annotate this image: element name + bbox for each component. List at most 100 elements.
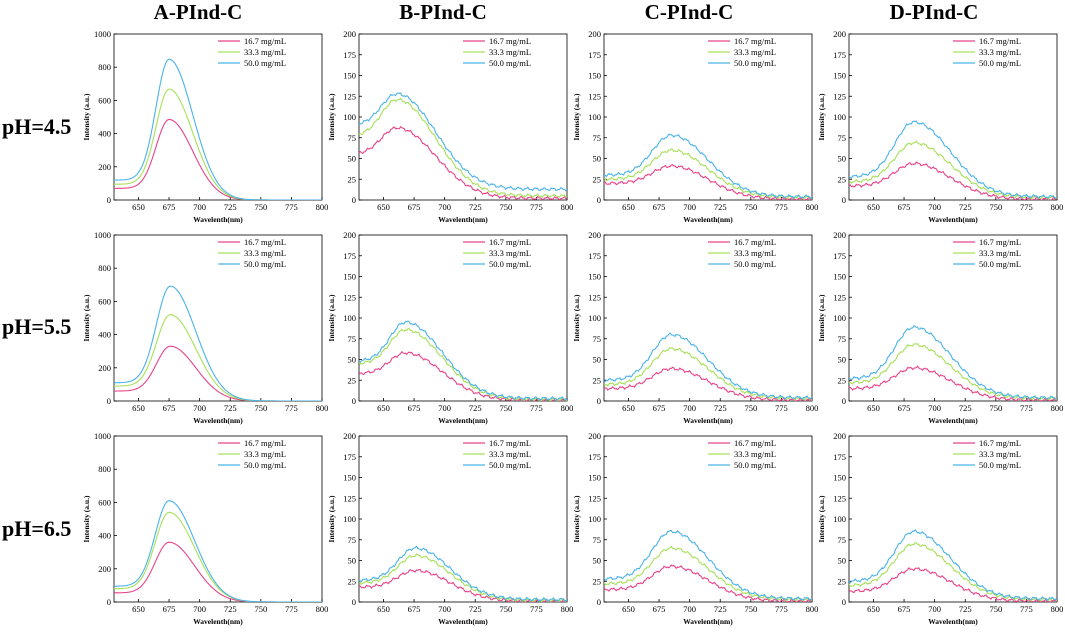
- y-tick-label: 200: [588, 431, 601, 441]
- legend-label-1: 16.7 mg/mL: [244, 36, 286, 46]
- panel-c-ph55: 0 25 50 75 100 125 150 175 200 650 675 700 725 750 775…: [572, 230, 818, 425]
- x-tick-label: 775: [530, 604, 543, 614]
- series-line-1: [849, 161, 1057, 200]
- series-line-3: [359, 92, 567, 192]
- legend-label-3: 50.0 mg/mL: [489, 58, 531, 68]
- y-tick-label: 125: [833, 91, 846, 101]
- x-tick-label: 725: [959, 202, 972, 212]
- y-tick-label: 50: [348, 556, 357, 566]
- x-tick-label: 725: [469, 403, 482, 413]
- panel-c-ph45: 0 25 50 75 100 125 150 175 200 650 675 700 725 750 775…: [572, 29, 818, 224]
- x-tick-label: 650: [622, 604, 635, 614]
- y-tick-label: 50: [838, 355, 847, 365]
- x-tick-label: 650: [377, 403, 390, 413]
- y-tick-label: 75: [593, 133, 602, 143]
- y-tick-label: 50: [838, 556, 847, 566]
- x-tick-label: 675: [408, 604, 421, 614]
- y-tick-label: 125: [833, 292, 846, 302]
- x-tick-label: 700: [683, 202, 696, 212]
- y-tick-label: 600: [98, 296, 111, 306]
- legend-label-2: 33.3 mg/mL: [734, 449, 776, 459]
- x-tick-label: 800: [561, 202, 574, 212]
- plot-frame: [113, 234, 323, 402]
- y-tick-label: 100: [833, 112, 846, 122]
- column-title-c: C-PInd-C: [645, 0, 734, 24]
- y-tick-label: 0: [352, 396, 356, 406]
- y-axis-label: Intensity (a.u.): [572, 294, 581, 341]
- series-line-2: [114, 511, 322, 602]
- series-line-2: [849, 541, 1057, 602]
- row-label-ph65: pH=6.5: [2, 516, 71, 541]
- y-axis-label: Intensity (a.u.): [817, 93, 826, 140]
- y-tick-label: 50: [348, 154, 357, 164]
- x-tick-label: 775: [1020, 202, 1033, 212]
- y-tick-label: 600: [98, 95, 111, 105]
- y-tick-label: 0: [107, 396, 111, 406]
- legend-label-3: 50.0 mg/mL: [489, 259, 531, 269]
- legend-label-2: 33.3 mg/mL: [244, 47, 286, 57]
- x-axis-label: Wavelenth(nm): [683, 215, 733, 224]
- x-axis-label: Wavelenth(nm): [193, 416, 243, 425]
- series-line-3: [849, 325, 1057, 400]
- y-tick-label: 150: [343, 71, 356, 81]
- y-tick-label: 0: [842, 597, 846, 607]
- panel-d-ph65: 0 25 50 75 100 125 150 175 200 650 675 700 725 750 775…: [817, 431, 1063, 626]
- y-tick-label: 75: [593, 334, 602, 344]
- series-line-3: [114, 500, 322, 602]
- series-line-2: [849, 342, 1057, 401]
- y-tick-label: 200: [98, 162, 111, 172]
- x-tick-label: 750: [744, 403, 757, 413]
- x-tick-label: 800: [561, 604, 574, 614]
- y-tick-label: 75: [593, 535, 602, 545]
- x-tick-label: 675: [163, 604, 176, 614]
- y-tick-label: 200: [833, 29, 846, 39]
- legend-label-1: 16.7 mg/mL: [244, 237, 286, 247]
- x-tick-label: 725: [714, 202, 727, 212]
- legend-label-1: 16.7 mg/mL: [734, 237, 776, 247]
- x-axis-label: Wavelenth(nm): [438, 416, 488, 425]
- y-tick-label: 25: [348, 174, 357, 184]
- legend-label-1: 16.7 mg/mL: [734, 36, 776, 46]
- x-tick-label: 675: [898, 604, 911, 614]
- y-tick-label: 200: [98, 363, 111, 373]
- x-tick-label: 725: [224, 604, 237, 614]
- plot-frame: [848, 33, 1058, 201]
- series-line-1: [114, 118, 322, 200]
- y-tick-label: 125: [588, 493, 601, 503]
- x-tick-label: 700: [928, 604, 941, 614]
- y-axis-label: Intensity (a.u.): [327, 93, 336, 140]
- x-tick-label: 775: [775, 604, 788, 614]
- y-tick-label: 50: [593, 556, 602, 566]
- series-line-1: [849, 365, 1057, 401]
- y-tick-label: 1000: [94, 29, 111, 39]
- x-axis-label: Wavelenth(nm): [683, 416, 733, 425]
- y-axis-label: Intensity (a.u.): [572, 495, 581, 542]
- x-tick-label: 800: [806, 403, 819, 413]
- y-tick-label: 400: [98, 531, 111, 541]
- y-tick-label: 800: [98, 263, 111, 273]
- x-tick-label: 775: [1020, 403, 1033, 413]
- y-tick-label: 25: [838, 174, 847, 184]
- x-tick-label: 725: [959, 604, 972, 614]
- plot-frame: [603, 234, 813, 402]
- y-tick-label: 175: [343, 251, 356, 261]
- x-tick-label: 775: [285, 403, 298, 413]
- y-tick-label: 200: [98, 564, 111, 574]
- y-tick-label: 100: [343, 514, 356, 524]
- y-tick-label: 400: [98, 330, 111, 340]
- x-tick-label: 700: [683, 403, 696, 413]
- x-tick-label: 650: [377, 604, 390, 614]
- x-tick-label: 750: [499, 604, 512, 614]
- y-tick-label: 800: [98, 62, 111, 72]
- y-axis-label: Intensity (a.u.): [817, 495, 826, 542]
- x-tick-label: 800: [806, 604, 819, 614]
- y-axis-label: Intensity (a.u.): [817, 294, 826, 341]
- y-tick-label: 100: [588, 112, 601, 122]
- y-tick-label: 125: [343, 493, 356, 503]
- series-line-3: [359, 320, 567, 401]
- plot-frame: [848, 234, 1058, 402]
- y-tick-label: 0: [107, 597, 111, 607]
- row-label-ph45: pH=4.5: [2, 114, 71, 139]
